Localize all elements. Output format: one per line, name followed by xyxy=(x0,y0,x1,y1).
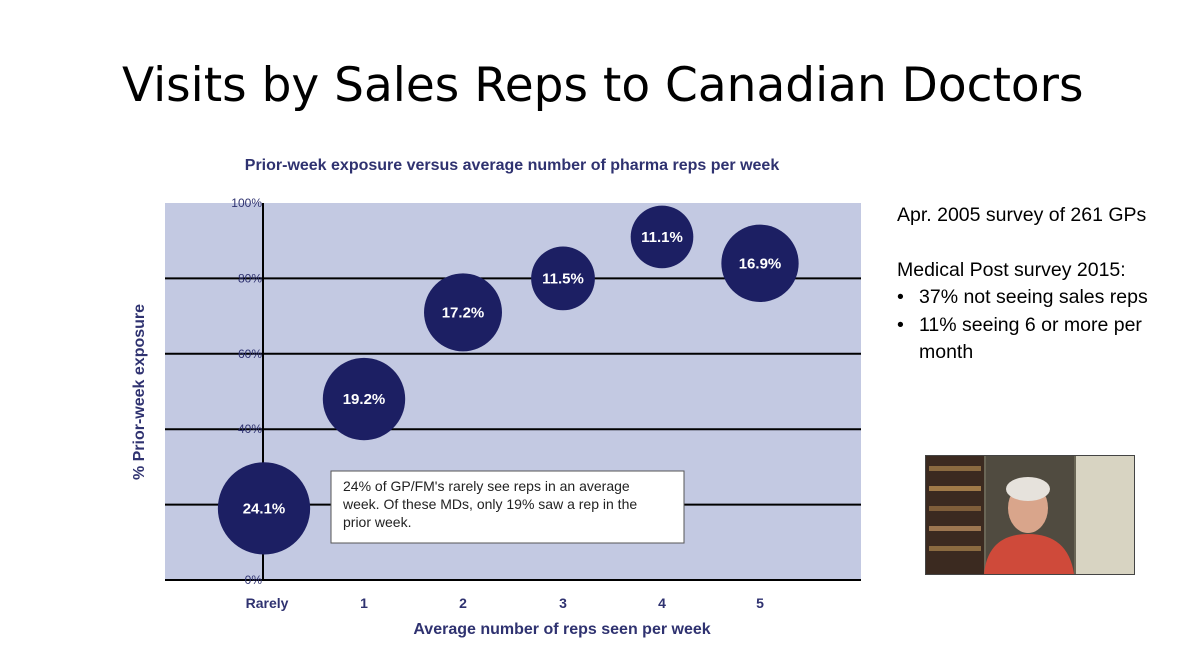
annotation-text: prior week. xyxy=(343,514,411,530)
webcam-video-icon xyxy=(926,456,1134,574)
data-bubble xyxy=(531,246,595,311)
y-tick-label: 100% xyxy=(231,196,262,210)
x-tick-label: 2 xyxy=(459,595,467,611)
slide-title: Visits by Sales Reps to Canadian Doctors xyxy=(122,58,1084,113)
y-axis-label: % Prior-week exposure xyxy=(131,304,148,480)
medical-post-bullets: 37% not seeing sales reps 11% seeing 6 o… xyxy=(897,284,1197,367)
data-bubble xyxy=(217,462,311,555)
y-tick-label: 80% xyxy=(238,271,262,285)
survey-line: Apr. 2005 survey of 261 GPs xyxy=(897,204,1147,226)
bubble-label: 11.5% xyxy=(542,270,584,287)
y-tick-label: 60% xyxy=(238,347,262,361)
y-tick-label: 40% xyxy=(238,422,262,436)
x-tick-label: 3 xyxy=(559,595,567,611)
x-tick-label: 5 xyxy=(756,595,764,611)
bubble-label: 11.1% xyxy=(641,229,683,246)
x-axis-label: Average number of reps seen per week xyxy=(413,621,710,638)
data-bubble xyxy=(322,357,406,441)
bubble-label: 17.2% xyxy=(442,304,485,321)
bullet-item: 37% not seeing sales reps xyxy=(897,284,1197,312)
data-bubble xyxy=(630,205,694,269)
x-tick-label: Rarely xyxy=(246,595,289,611)
bubble-label: 19.2% xyxy=(343,391,386,408)
x-tick-label: 4 xyxy=(658,595,666,611)
medical-post-heading: Medical Post survey 2015: xyxy=(897,258,1126,281)
webcam-thumbnail[interactable] xyxy=(925,455,1135,575)
bullet-item: 11% seeing 6 or more per month xyxy=(897,312,1197,367)
bubble-label: 16.9% xyxy=(739,255,782,272)
x-tick-label: 1 xyxy=(360,595,368,611)
annotation-text: week. Of these MDs, only 19% saw a rep i… xyxy=(342,496,637,512)
data-bubble xyxy=(721,224,799,302)
y-tick-label: 0% xyxy=(245,573,263,587)
bubble-label: 24.1% xyxy=(243,500,286,517)
side-notes: Apr. 2005 survey of 261 GPs Medical Post… xyxy=(897,202,1197,367)
chart-title: Prior-week exposure versus average numbe… xyxy=(244,157,780,174)
annotation-box xyxy=(330,470,685,544)
annotation-text: 24% of GP/FM's rarely see reps in an ave… xyxy=(343,478,630,494)
data-bubble xyxy=(424,273,502,352)
